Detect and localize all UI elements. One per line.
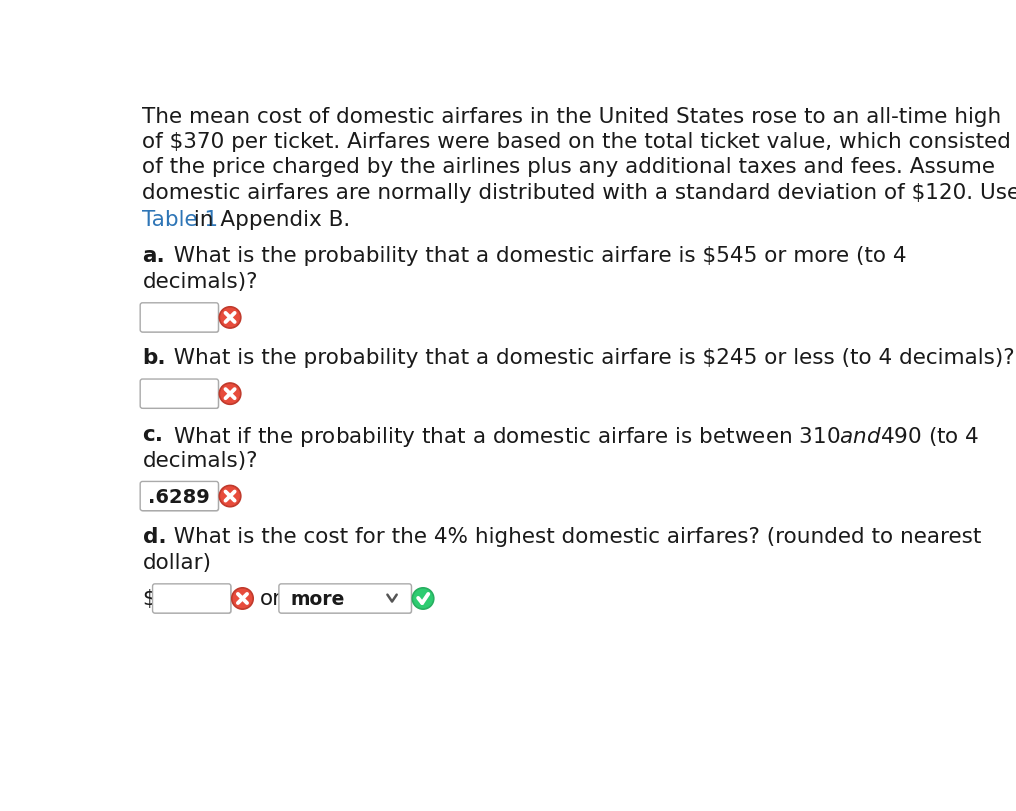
- FancyBboxPatch shape: [279, 585, 412, 614]
- Text: What is the probability that a domestic airfare is $545 or more (to 4: What is the probability that a domestic …: [160, 246, 906, 266]
- Circle shape: [219, 384, 241, 405]
- Circle shape: [220, 385, 240, 403]
- Text: d.: d.: [142, 526, 167, 547]
- Text: dollar): dollar): [142, 552, 211, 573]
- FancyBboxPatch shape: [140, 482, 218, 511]
- Circle shape: [220, 487, 240, 505]
- FancyBboxPatch shape: [153, 585, 232, 614]
- FancyBboxPatch shape: [140, 380, 218, 409]
- Text: a.: a.: [142, 246, 166, 266]
- FancyBboxPatch shape: [141, 304, 219, 333]
- FancyBboxPatch shape: [141, 380, 219, 410]
- Text: decimals)?: decimals)?: [142, 272, 258, 292]
- Text: c.: c.: [142, 424, 164, 444]
- FancyBboxPatch shape: [152, 584, 231, 613]
- Circle shape: [220, 309, 240, 327]
- Circle shape: [219, 307, 241, 328]
- Text: in Appendix B.: in Appendix B.: [187, 209, 351, 230]
- FancyBboxPatch shape: [140, 303, 218, 333]
- Text: What if the probability that a domestic airfare is between $310 and $490 (to 4: What if the probability that a domestic …: [160, 424, 978, 448]
- Text: b.: b.: [142, 348, 167, 368]
- Text: or: or: [259, 589, 281, 609]
- Text: domestic airfares are normally distributed with a standard deviation of $120. Us: domestic airfares are normally distribut…: [142, 182, 1016, 203]
- Text: .6289: .6289: [148, 487, 210, 506]
- Circle shape: [414, 590, 432, 608]
- Text: of $370 per ticket. Airfares were based on the total ticket value, which consist: of $370 per ticket. Airfares were based …: [142, 132, 1011, 152]
- Text: $: $: [142, 589, 156, 609]
- FancyBboxPatch shape: [141, 483, 219, 512]
- Text: What is the cost for the 4% highest domestic airfares? (rounded to nearest: What is the cost for the 4% highest dome…: [160, 526, 980, 547]
- Circle shape: [412, 588, 434, 610]
- Text: Table 1: Table 1: [142, 209, 218, 230]
- Text: decimals)?: decimals)?: [142, 450, 258, 470]
- Circle shape: [219, 486, 241, 507]
- FancyBboxPatch shape: [279, 584, 411, 613]
- Text: of the price charged by the airlines plus any additional taxes and fees. Assume: of the price charged by the airlines plu…: [142, 157, 996, 178]
- Circle shape: [232, 588, 253, 610]
- Circle shape: [234, 590, 252, 608]
- Text: The mean cost of domestic airfares in the United States rose to an all-time high: The mean cost of domestic airfares in th…: [142, 106, 1002, 127]
- Text: What is the probability that a domestic airfare is $245 or less (to 4 decimals)?: What is the probability that a domestic …: [160, 348, 1014, 368]
- Text: more: more: [291, 590, 344, 608]
